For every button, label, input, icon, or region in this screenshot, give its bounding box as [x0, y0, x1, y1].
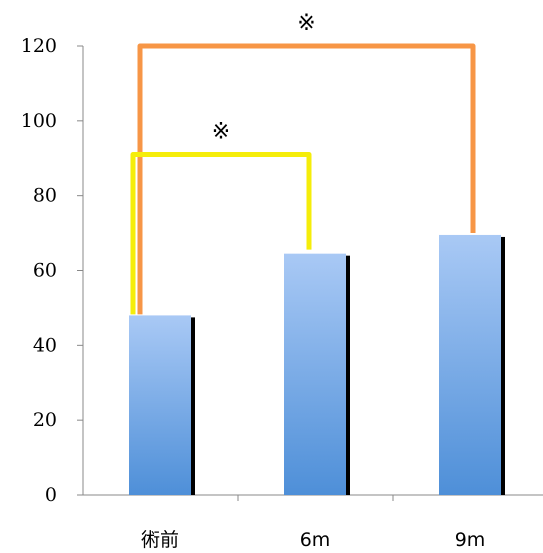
- significance-bracket: [137, 43, 476, 315]
- labels: 0 20 40 60 80 100 120 術前 6m 9m ※ ※: [21, 11, 486, 551]
- bar-shadow: [500, 236, 505, 495]
- significance-mark: ※: [212, 120, 230, 145]
- y-tick-label: 80: [33, 185, 57, 207]
- y-tick-label: 0: [45, 484, 57, 506]
- y-tick-label: 100: [21, 110, 57, 132]
- bar-shadow: [190, 317, 195, 495]
- bar: [129, 315, 191, 495]
- y-tick-label: 20: [33, 409, 57, 431]
- y-tick-label: 120: [21, 35, 57, 57]
- bar: [284, 253, 346, 495]
- bar: [439, 234, 501, 495]
- x-category-label: 術前: [141, 529, 179, 551]
- significance-bracket: [130, 152, 312, 315]
- y-tick-label: 60: [33, 260, 57, 282]
- x-category-label: 9m: [455, 529, 486, 551]
- bar-shadow: [345, 255, 350, 495]
- bars: [129, 234, 505, 495]
- significance-brackets: [130, 43, 476, 315]
- significance-mark: ※: [297, 11, 315, 36]
- y-tick-label: 40: [33, 334, 57, 356]
- x-category-label: 6m: [300, 529, 331, 551]
